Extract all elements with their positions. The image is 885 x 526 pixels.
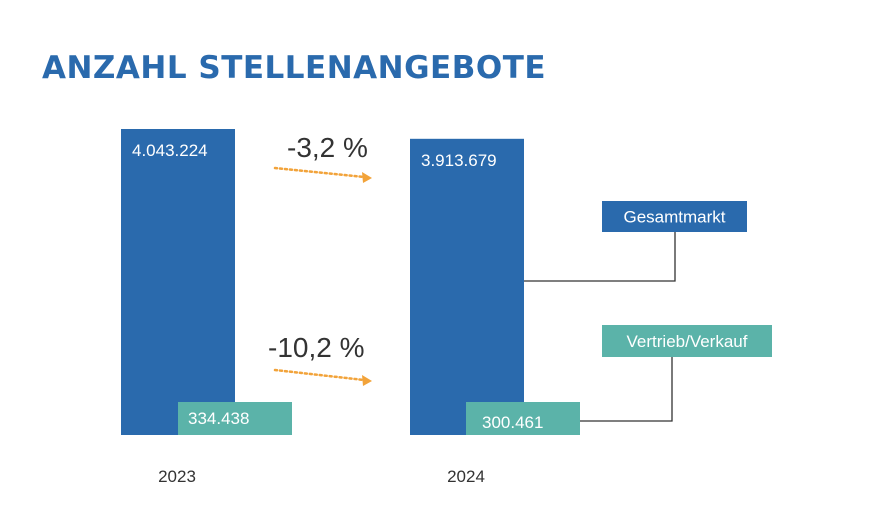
change-arrow-line-0	[273, 166, 366, 179]
bar-vertrieb-2024	[466, 402, 580, 435]
bar-value-label-vertrieb-2023: 334.438	[188, 409, 249, 428]
bar-vertrieb-2023	[178, 402, 292, 435]
bar-value-label-gesamtmarkt-2023: 4.043.224	[132, 141, 208, 160]
bar-value-label-vertrieb-2024: 300.461	[482, 413, 543, 432]
change-arrow-line-1	[273, 368, 366, 382]
change-arrow-head-0	[362, 172, 372, 183]
year-label-2023: 2023	[158, 467, 196, 486]
year-label-2024: 2024	[447, 467, 485, 486]
legend-connector-0	[524, 232, 676, 282]
change-label-gesamtmarkt: -3,2 %	[287, 132, 368, 163]
bar-gesamtmarkt-2024	[410, 138, 524, 435]
bar-value-label-gesamtmarkt-2024: 3.913.679	[421, 151, 497, 170]
legend-box-1	[602, 325, 772, 357]
bar-gesamtmarkt-2023	[121, 129, 235, 435]
legend-label-1: Vertrieb/Verkauf	[627, 332, 748, 351]
legend-box-0	[602, 201, 747, 232]
change-label-vertrieb: -10,2 %	[268, 332, 365, 363]
legend-label-0: Gesamtmarkt	[623, 208, 725, 227]
change-arrow-head-1	[362, 375, 372, 386]
legend-connector-1	[580, 357, 673, 422]
chart-title: ANZAHL STELLENANGEBOTE	[42, 50, 547, 86]
